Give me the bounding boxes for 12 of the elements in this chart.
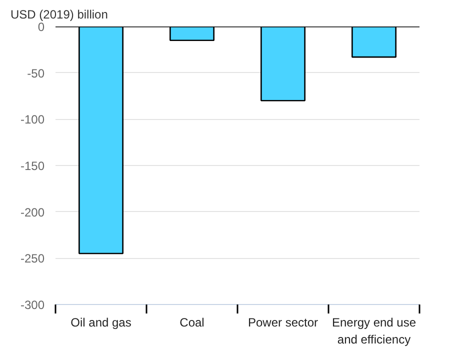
y-tick-label: -50 [27,66,45,80]
y-tick-label: 0 [38,20,45,34]
x-tick-label: Energy end use and efficiency [332,316,416,346]
y-tick-label: -200 [20,205,45,220]
x-tick-label: Coal [180,316,204,330]
y-tick-label: -300 [20,298,45,312]
y-tick-label: -100 [20,112,45,127]
y-axis-title: USD (2019) billion [10,8,108,22]
y-tick-label: -150 [20,159,45,173]
x-tick-label: Power sector [248,316,318,330]
y-tick-label: -250 [20,252,45,266]
x-tick-label: Oil and gas [70,316,132,330]
